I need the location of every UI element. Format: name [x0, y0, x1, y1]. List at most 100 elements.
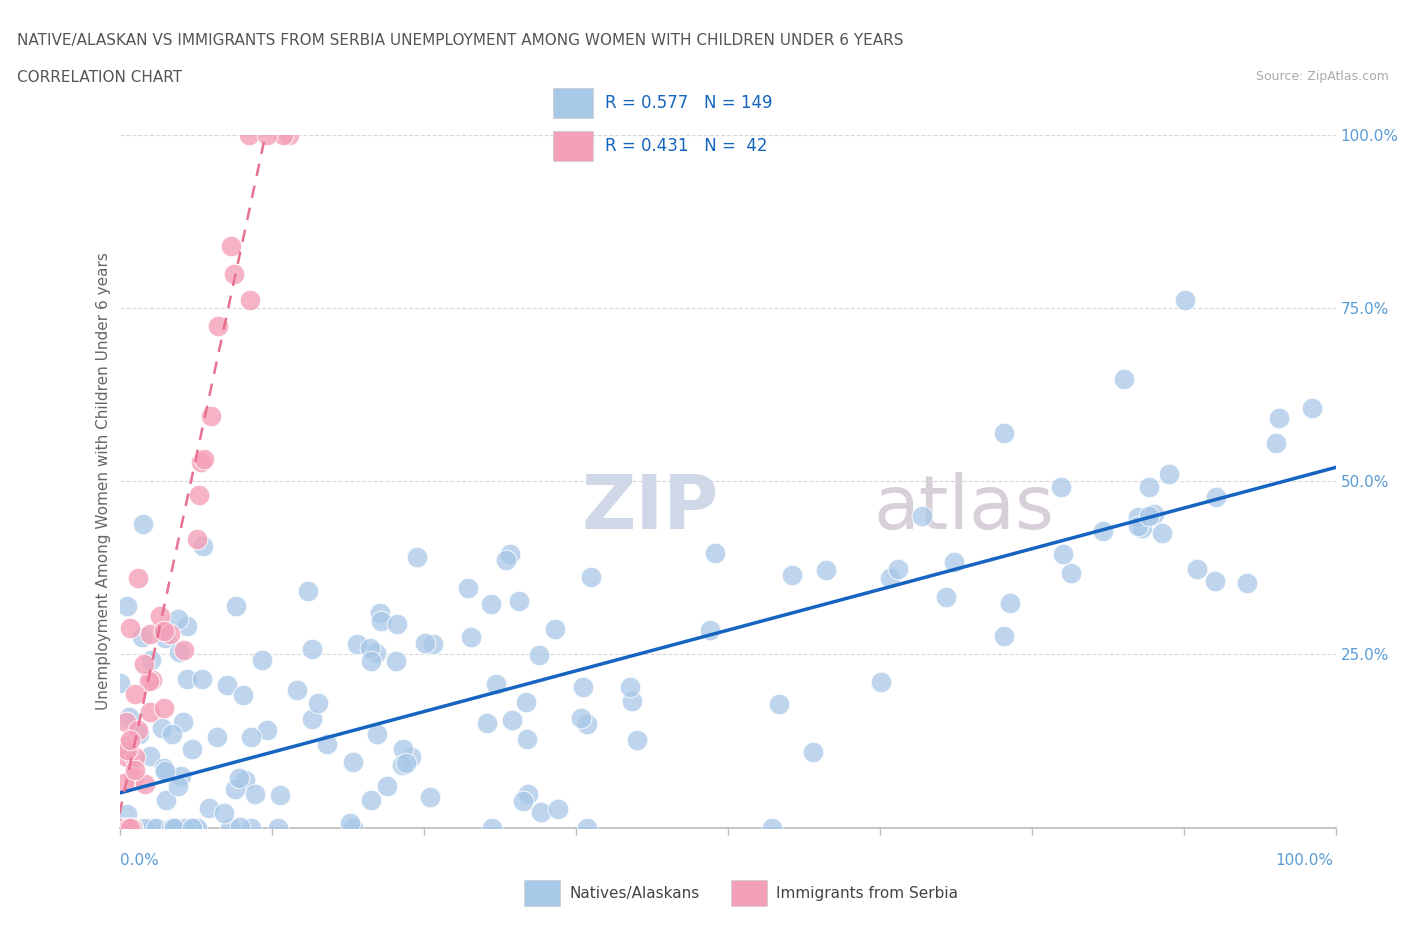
Point [239, 729, 262, 744]
Point [256, 127, 278, 142]
Point [180, 820, 202, 835]
Point [527, 647, 550, 662]
Point [128, 726, 150, 741]
Point [384, 654, 406, 669]
Point [108, 675, 131, 690]
Point [188, 487, 211, 502]
Point [547, 802, 569, 817]
Point [200, 409, 222, 424]
Point [122, 820, 145, 835]
Point [176, 619, 198, 634]
Point [240, 820, 263, 835]
Point [886, 562, 908, 577]
Point [139, 749, 162, 764]
Point [422, 636, 444, 651]
Point [457, 580, 479, 595]
Point [207, 319, 229, 334]
Point [501, 712, 523, 727]
Point [172, 714, 194, 729]
Point [169, 644, 191, 659]
Point [180, 820, 202, 835]
Point [342, 820, 364, 835]
Point [124, 686, 146, 701]
Point [115, 598, 138, 613]
Point [571, 680, 593, 695]
Point [115, 806, 138, 821]
Point [256, 723, 278, 737]
Point [153, 631, 176, 645]
Point [132, 516, 155, 531]
Text: 100.0%: 100.0% [1275, 853, 1333, 868]
Point [232, 687, 254, 702]
Point [620, 694, 643, 709]
Point [307, 696, 329, 711]
Point [186, 531, 208, 546]
Point [239, 293, 262, 308]
Point [993, 628, 1015, 643]
Point [515, 695, 537, 710]
Point [782, 567, 804, 582]
Point [569, 711, 592, 725]
Point [269, 788, 291, 803]
Text: R = 0.431   N =  42: R = 0.431 N = 42 [605, 137, 768, 155]
Point [141, 672, 163, 687]
Point [544, 621, 567, 636]
Point [243, 786, 266, 801]
Point [481, 820, 503, 835]
Point [399, 750, 422, 764]
Point [360, 654, 382, 669]
Point [1126, 518, 1149, 533]
Point [301, 642, 323, 657]
Point [112, 776, 135, 790]
Point [479, 596, 502, 611]
Point [1268, 410, 1291, 425]
Point [145, 820, 167, 835]
Point [477, 715, 499, 730]
Point [405, 550, 427, 565]
Point [117, 750, 139, 764]
Point [297, 583, 319, 598]
Point [1049, 480, 1071, 495]
Text: Source: ZipAtlas.com: Source: ZipAtlas.com [1256, 70, 1389, 83]
Point [703, 545, 725, 560]
Point [131, 630, 153, 644]
Point [315, 737, 337, 751]
Point [160, 820, 183, 835]
Point [219, 820, 242, 835]
Point [508, 593, 530, 608]
Point [162, 820, 184, 835]
Point [1205, 489, 1227, 504]
Text: R = 0.577   N = 149: R = 0.577 N = 149 [605, 94, 772, 113]
Point [120, 620, 142, 635]
Point [366, 726, 388, 741]
Point [1137, 509, 1160, 524]
Point [626, 733, 648, 748]
Text: Immigrants from Serbia: Immigrants from Serbia [776, 885, 957, 901]
Point [191, 539, 214, 554]
Point [1142, 507, 1164, 522]
Point [761, 820, 783, 835]
Point [801, 745, 824, 760]
Point [162, 820, 184, 835]
Point [699, 622, 721, 637]
Point [1052, 546, 1074, 561]
Point [1091, 524, 1114, 538]
Point [138, 673, 160, 688]
Point [139, 652, 162, 667]
Point [139, 626, 162, 641]
Point [1301, 400, 1323, 415]
Point [159, 627, 181, 642]
Point [387, 617, 409, 631]
Point [174, 820, 197, 835]
Point [360, 793, 382, 808]
Point [530, 804, 553, 819]
Point [301, 711, 323, 726]
Point [495, 552, 517, 567]
Text: 0.0%: 0.0% [120, 853, 159, 868]
Point [1112, 372, 1135, 387]
Text: Natives/Alaskans: Natives/Alaskans [569, 885, 699, 901]
Point [516, 731, 538, 746]
Point [499, 546, 522, 561]
Point [152, 624, 174, 639]
Point [339, 816, 361, 830]
